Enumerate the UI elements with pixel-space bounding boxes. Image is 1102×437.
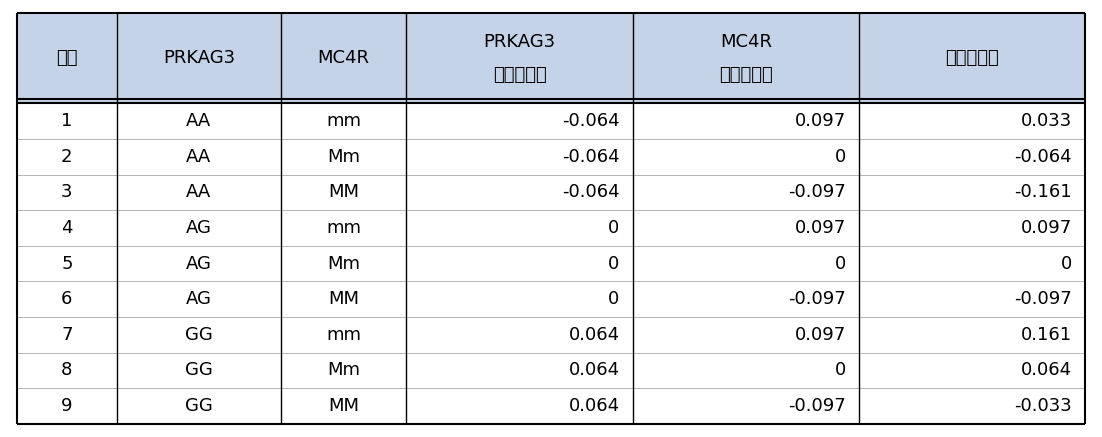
Text: -0.161: -0.161: [1015, 184, 1072, 201]
Bar: [17, 13, 1085, 104]
Text: 5: 5: [61, 255, 73, 273]
Text: mm: mm: [326, 326, 361, 344]
Text: Mm: Mm: [327, 361, 360, 379]
Text: 개체: 개체: [56, 49, 77, 67]
Text: 0: 0: [834, 148, 846, 166]
Text: MM: MM: [328, 397, 359, 415]
Text: 0: 0: [608, 255, 619, 273]
Text: 7: 7: [61, 326, 73, 344]
Text: -0.033: -0.033: [1015, 397, 1072, 415]
Text: mm: mm: [326, 219, 361, 237]
Text: 0.097: 0.097: [795, 219, 846, 237]
Text: MC4R: MC4R: [317, 49, 369, 67]
Text: -0.064: -0.064: [562, 148, 619, 166]
Text: mm: mm: [326, 112, 361, 130]
Text: AA: AA: [186, 148, 212, 166]
Text: 0.064: 0.064: [569, 326, 619, 344]
Text: PRKAG3: PRKAG3: [163, 49, 235, 67]
Text: -0.097: -0.097: [1015, 290, 1072, 308]
Text: Mm: Mm: [327, 255, 360, 273]
Text: 0: 0: [834, 361, 846, 379]
Text: GG: GG: [185, 361, 213, 379]
Text: 유전자형가: 유전자형가: [493, 66, 547, 84]
Text: AG: AG: [186, 290, 212, 308]
Text: 0: 0: [1061, 255, 1072, 273]
Text: AA: AA: [186, 112, 212, 130]
Text: MM: MM: [328, 290, 359, 308]
Text: GG: GG: [185, 397, 213, 415]
Text: 2: 2: [61, 148, 73, 166]
Text: AA: AA: [186, 184, 212, 201]
Text: 3: 3: [61, 184, 73, 201]
Text: 0.064: 0.064: [1022, 361, 1072, 379]
Text: 4: 4: [61, 219, 73, 237]
Text: 8: 8: [61, 361, 73, 379]
Text: 유전자형가: 유전자형가: [719, 66, 773, 84]
Text: 분자육종가: 분자육종가: [946, 49, 1000, 67]
Text: 0.097: 0.097: [795, 112, 846, 130]
Text: MC4R: MC4R: [720, 33, 771, 51]
Text: 9: 9: [61, 397, 73, 415]
Text: 0: 0: [608, 290, 619, 308]
Text: -0.064: -0.064: [562, 112, 619, 130]
Text: 0: 0: [608, 219, 619, 237]
Text: -0.097: -0.097: [788, 290, 846, 308]
Text: 0.064: 0.064: [569, 397, 619, 415]
Text: PRKAG3: PRKAG3: [484, 33, 555, 51]
Text: 0.033: 0.033: [1020, 112, 1072, 130]
Text: -0.097: -0.097: [788, 184, 846, 201]
Text: Mm: Mm: [327, 148, 360, 166]
Text: -0.064: -0.064: [1015, 148, 1072, 166]
Text: -0.064: -0.064: [562, 184, 619, 201]
Text: 0.161: 0.161: [1022, 326, 1072, 344]
Text: 0: 0: [834, 255, 846, 273]
Text: GG: GG: [185, 326, 213, 344]
Text: -0.097: -0.097: [788, 397, 846, 415]
Text: 1: 1: [61, 112, 73, 130]
Text: MM: MM: [328, 184, 359, 201]
Text: AG: AG: [186, 255, 212, 273]
Text: 0.097: 0.097: [1020, 219, 1072, 237]
Text: AG: AG: [186, 219, 212, 237]
Text: 0.064: 0.064: [569, 361, 619, 379]
Text: 0.097: 0.097: [795, 326, 846, 344]
Text: 6: 6: [61, 290, 73, 308]
